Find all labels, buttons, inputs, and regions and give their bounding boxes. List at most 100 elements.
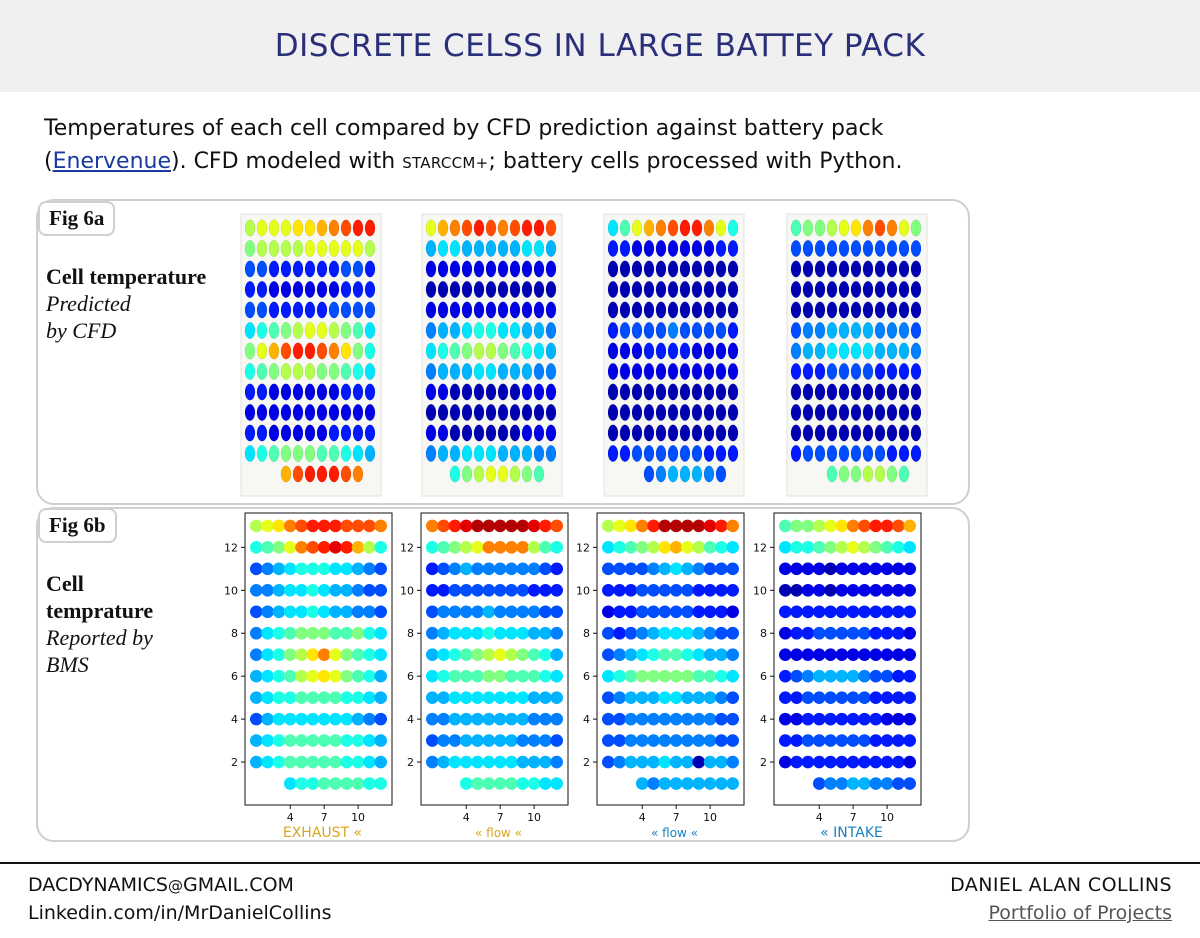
bms-cell-point [846,669,860,683]
cfd-cell [838,445,850,462]
bms-cell-point [493,712,507,726]
bms-cell-point [669,734,683,747]
bms-cell-point [613,648,626,662]
footer-portfolio-link[interactable]: Portfolio of Projects [988,902,1172,924]
bms-cell-point [846,541,860,554]
bms-cell-point [892,583,905,597]
bms-cell-point [880,519,894,533]
cfd-cell [497,383,509,401]
cfd-cell [643,465,655,483]
bms-cell-point [692,648,706,662]
cfd-cell [703,240,715,257]
bms-cell-point [426,669,439,683]
cfd-cell [862,260,874,278]
cfd-cell [268,260,280,278]
cfd-cell [607,260,619,278]
cfd-cell [802,301,814,319]
bms-cell-point [363,691,376,704]
cfd-cell [304,301,316,319]
cfd-cell [521,219,533,237]
bms-cell-point [613,755,626,769]
bms-cell-point [647,669,660,683]
bms-cell-point [635,626,649,640]
cfd-cell [533,424,545,442]
bms-cell-point [295,648,308,662]
bms-cell-point [892,691,905,704]
cfd-cell [352,445,364,462]
cfd-cell [607,363,619,380]
cfd-cell [862,424,874,442]
cfd-cell [826,465,838,483]
cfd-cell [364,301,376,319]
y-tick-label: 8 [231,627,238,640]
bms-cell-point [692,562,706,576]
cfd-cell [910,342,922,360]
cfd-cell [497,465,509,483]
cfd-cell [473,301,485,319]
fig-6b-label: Cell temprature Reported by BMS [46,570,153,678]
footer-linkedin[interactable]: Linkedin.com/in/MrDanielCollins [28,902,332,924]
bms-cell-point [516,734,530,747]
bms-cell-point [329,669,342,683]
bms-cell-point [801,541,815,554]
cfd-cell [425,322,437,339]
bms-cell-point [482,669,496,683]
y-tick-label: 4 [583,713,590,726]
bms-cell-point [340,755,354,769]
bms-cell-point [306,605,320,619]
bms-cell-point [283,519,297,533]
cfd-cell [364,322,376,339]
cfd-cell [328,424,340,442]
bms-cell-point [283,777,297,790]
bms-cell-point [703,648,717,662]
cfd-cell [802,260,814,278]
bms-cell-point [692,583,706,597]
footer-email[interactable]: DACDYNAMICS@GMAIL.COM [28,874,294,896]
bms-cell-point [272,626,286,640]
bms-cell-point [903,562,916,576]
cfd-cell [898,363,910,380]
bms-cell-point [790,519,803,533]
bms-cell-point [340,562,354,576]
cfd-cell [449,322,461,339]
bms-cell-point [715,583,728,597]
cfd-cell [667,219,679,237]
cfd-cell [292,383,304,401]
cfd-cell [850,281,862,298]
bms-cell-point [539,734,552,747]
cfd-cell [607,219,619,237]
cfd-cell [655,465,667,483]
bms-cell-point [459,541,473,554]
bms-cell-point [493,626,507,640]
bms-cell-point [703,605,717,619]
cfd-cell [244,342,256,360]
enervenue-link[interactable]: Enervenue [52,149,171,174]
bms-cell-point [272,669,286,683]
bms-cell-point [250,648,263,662]
bms-cell-point [261,583,274,597]
cfd-cell [521,301,533,319]
cfd-cell [256,342,268,360]
cfd-cell [461,240,473,257]
cfd-cell [838,322,850,339]
y-tick-label: 6 [583,670,590,683]
cfd-cell [667,445,679,462]
cfd-cell [691,322,703,339]
cfd-cell [328,322,340,339]
cfd-cell [898,240,910,257]
bms-cell-point [527,583,541,597]
bms-cell-point [471,691,484,704]
y-tick-label: 10 [224,584,238,597]
cfd-cell [898,404,910,421]
cfd-cell [328,301,340,319]
bms-cell-point [527,648,541,662]
bms-cell-point [681,755,694,769]
x-tick-label: 4 [287,811,294,824]
cfd-cell [802,322,814,339]
bms-cell-point [437,583,450,597]
cfd-cell [340,363,352,380]
cfd-cell [691,363,703,380]
cfd-cell [449,383,461,401]
cfd-cell [340,301,352,319]
bms-cell-point [703,562,717,576]
